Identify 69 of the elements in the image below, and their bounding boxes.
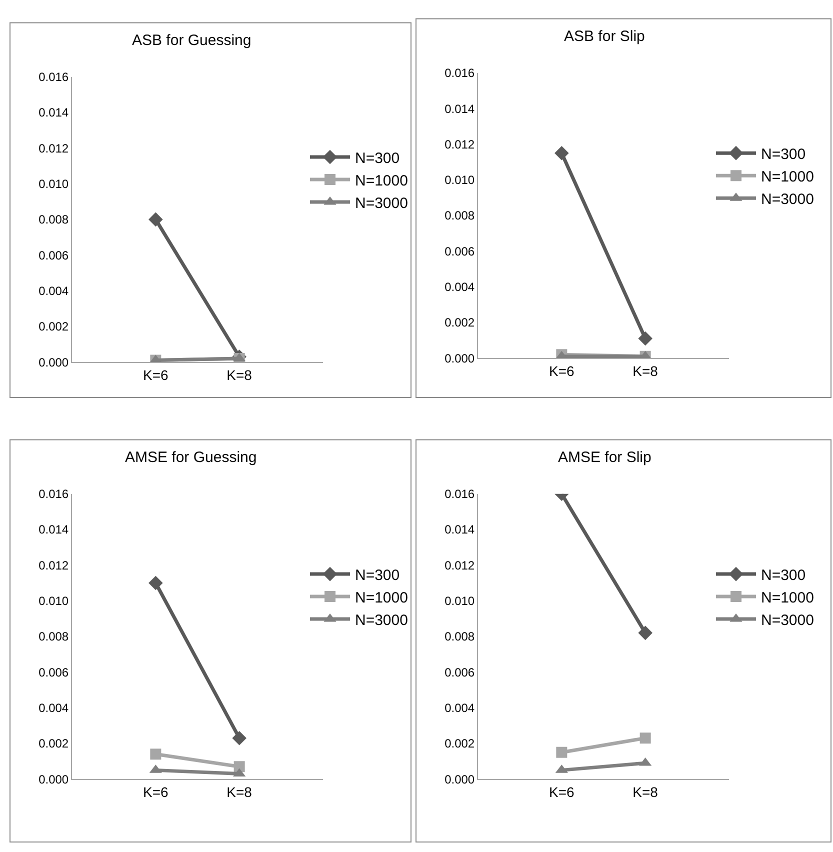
legend-label: N=1000 (761, 589, 814, 606)
y-tick-label: 0.012 (444, 558, 475, 572)
y-tick-label: 0.004 (444, 700, 475, 715)
y-tick-label: 0.008 (38, 212, 69, 227)
y-tick-label: 0.014 (444, 522, 475, 537)
y-tick-label: 0.014 (444, 102, 475, 116)
x-tick-label: K=8 (226, 366, 252, 383)
y-tick-label: 0.014 (38, 522, 69, 537)
y-tick-label: 0.004 (38, 700, 69, 715)
chart-title: ASB for Slip (564, 28, 645, 45)
x-tick-label: K=8 (226, 784, 252, 800)
x-tick-label: K=6 (143, 366, 169, 383)
legend-label: N=3000 (355, 194, 408, 212)
y-tick-label: 0.006 (38, 248, 69, 262)
point (638, 331, 652, 346)
legend-label: N=3000 (355, 612, 408, 629)
x-tick-label: K=6 (549, 784, 575, 800)
y-tick-label: 0.012 (38, 141, 69, 156)
y-tick-label: 0.000 (38, 772, 69, 786)
y-tick-label: 0.004 (38, 284, 69, 298)
legend-label: N=1000 (761, 168, 814, 186)
y-tick-label: 0.006 (444, 665, 475, 680)
y-tick-label: 0.016 (444, 66, 475, 80)
chart-title: AMSE for Guessing (125, 449, 257, 466)
legend-label: N=300 (355, 566, 400, 584)
legend-label: N=1000 (355, 172, 408, 190)
point (148, 576, 163, 590)
y-tick-label: 0.000 (38, 355, 69, 370)
y-tick-label: 0.002 (444, 736, 475, 751)
y-tick-label: 0.006 (444, 244, 475, 258)
legend-label: N=300 (355, 150, 400, 167)
point (556, 746, 568, 758)
y-tick-label: 0.016 (38, 487, 69, 502)
point (554, 146, 569, 160)
y-tick-label: 0.008 (444, 630, 475, 644)
y-tick-label: 0.004 (444, 280, 475, 294)
x-tick-label: K=8 (632, 362, 658, 379)
point (638, 626, 652, 640)
legend-label: N=3000 (761, 612, 814, 629)
x-tick-label: K=6 (549, 362, 575, 379)
point (148, 212, 163, 227)
legend-label: N=3000 (761, 190, 814, 208)
y-tick-label: 0.010 (444, 173, 475, 188)
y-tick-label: 0.002 (38, 320, 69, 334)
y-tick-label: 0.012 (444, 137, 475, 152)
legend-label: N=300 (761, 566, 806, 584)
y-tick-label: 0.010 (38, 176, 69, 191)
point (640, 732, 651, 744)
point (150, 748, 162, 760)
y-tick-label: 0.002 (444, 316, 475, 330)
y-tick-label: 0.010 (38, 594, 69, 608)
chart-title: ASB for Guessing (132, 32, 252, 49)
chart-title: AMSE for Slip (558, 449, 652, 466)
x-tick-label: K=6 (143, 784, 169, 800)
y-tick-label: 0.000 (444, 351, 475, 366)
y-tick-label: 0.006 (38, 665, 69, 680)
y-tick-label: 0.012 (38, 558, 69, 572)
y-tick-label: 0.016 (444, 487, 475, 502)
y-tick-label: 0.000 (444, 772, 475, 786)
y-tick-label: 0.016 (38, 70, 69, 84)
y-tick-label: 0.002 (38, 736, 69, 751)
y-tick-label: 0.008 (444, 208, 475, 223)
y-tick-label: 0.010 (444, 594, 475, 608)
point (232, 730, 246, 746)
legend-label: N=1000 (355, 589, 408, 606)
legend-label: N=300 (761, 146, 806, 163)
y-tick-label: 0.008 (38, 630, 69, 644)
y-tick-label: 0.014 (38, 106, 69, 120)
x-tick-label: K=8 (632, 784, 658, 800)
